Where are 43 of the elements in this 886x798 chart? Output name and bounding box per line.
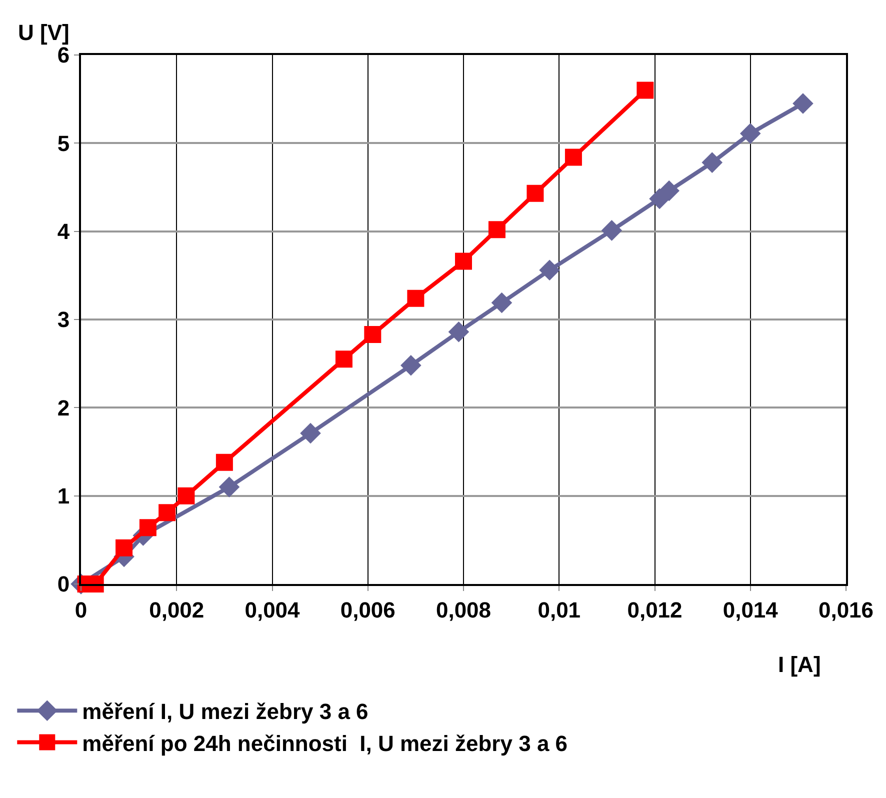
point <box>792 93 814 114</box>
legend-label: měření po 24h nečinnosti I, U mezi žebry 3 a 6 <box>82 730 568 756</box>
y-tick-label: 3 <box>57 307 70 332</box>
point <box>636 82 654 99</box>
legend-label: měření I, U mezi žebry 3 a 6 <box>82 699 368 724</box>
point <box>740 123 761 144</box>
point <box>364 326 382 343</box>
y-tick-label: 0 <box>57 572 70 597</box>
point <box>139 519 156 536</box>
y-tick-label: 1 <box>57 484 70 509</box>
x-axis-title: I [A] <box>778 652 821 677</box>
point <box>455 252 472 270</box>
y-tick-label: 4 <box>57 219 70 244</box>
point <box>526 184 544 202</box>
x-tick-label: 0,016 <box>818 597 874 622</box>
x-tick-label: 0,01 <box>538 597 581 622</box>
point <box>158 504 176 522</box>
point <box>491 292 512 314</box>
point <box>216 454 233 471</box>
point <box>407 290 424 307</box>
point <box>400 354 422 376</box>
x-tick-label: 0,012 <box>627 597 682 622</box>
x-tick-label: 0,002 <box>149 597 204 622</box>
y-tick-label: 5 <box>57 130 70 156</box>
x-tick-label: 0,006 <box>340 597 396 622</box>
point <box>601 220 622 241</box>
point <box>658 180 680 202</box>
point <box>564 148 582 166</box>
x-tick-label: 0,004 <box>244 597 301 622</box>
point <box>218 476 240 498</box>
x-tick-label: 0,014 <box>722 597 779 622</box>
y-tick-label: 2 <box>57 395 70 420</box>
point <box>488 221 506 238</box>
point <box>335 350 352 368</box>
point <box>539 260 560 281</box>
point <box>702 152 723 173</box>
y-axis-title: U [V] <box>18 20 70 45</box>
point <box>448 321 470 342</box>
point <box>116 539 133 556</box>
x-tick-label: 0 <box>74 597 88 622</box>
x-tick-label: 0,008 <box>436 597 492 622</box>
point <box>178 487 195 504</box>
point <box>300 422 321 444</box>
